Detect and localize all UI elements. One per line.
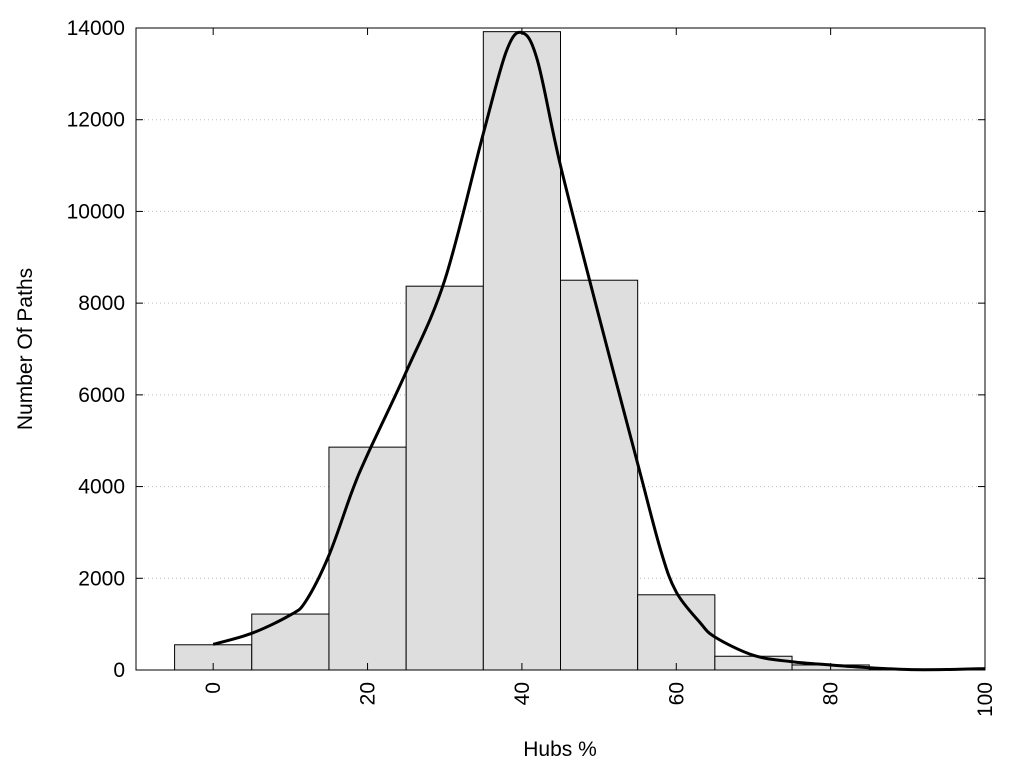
y-axis-label: Number Of Paths	[14, 268, 37, 430]
y-tick-label: 14000	[67, 17, 125, 40]
histogram-bar	[405, 285, 484, 671]
x-tick-label: 20	[357, 682, 380, 705]
x-axis-label: Hubs %	[523, 738, 597, 761]
y-tick-label: 10000	[67, 200, 125, 223]
histogram-bar	[560, 279, 639, 671]
y-tick-label: 0	[113, 659, 125, 682]
y-tick-label: 2000	[78, 567, 125, 590]
density-curve	[212, 30, 986, 672]
x-tick-label: 100	[974, 682, 997, 717]
plot-frame	[135, 27, 986, 671]
y-tick-label: 12000	[67, 109, 125, 132]
x-tick-label: 0	[202, 682, 225, 694]
density-curve-layer	[212, 30, 986, 672]
y-tick-label: 4000	[78, 476, 125, 499]
y-tick-label: 8000	[78, 292, 125, 315]
histogram-bar	[251, 613, 330, 671]
x-tick-label: 60	[665, 682, 688, 705]
x-tick-label: 80	[820, 682, 843, 705]
x-tick-label: 40	[511, 682, 534, 705]
histogram-bar	[714, 655, 793, 671]
histogram-bars	[174, 31, 947, 671]
histogram-bar	[482, 31, 561, 671]
histogram-bar	[637, 594, 716, 671]
y-tick-label: 6000	[78, 384, 125, 407]
histogram-bar	[328, 446, 407, 671]
axis-ticks: 0 2000 4000 6000 8000 10000 12000 14000 0 20 40 60 8…	[67, 17, 997, 717]
